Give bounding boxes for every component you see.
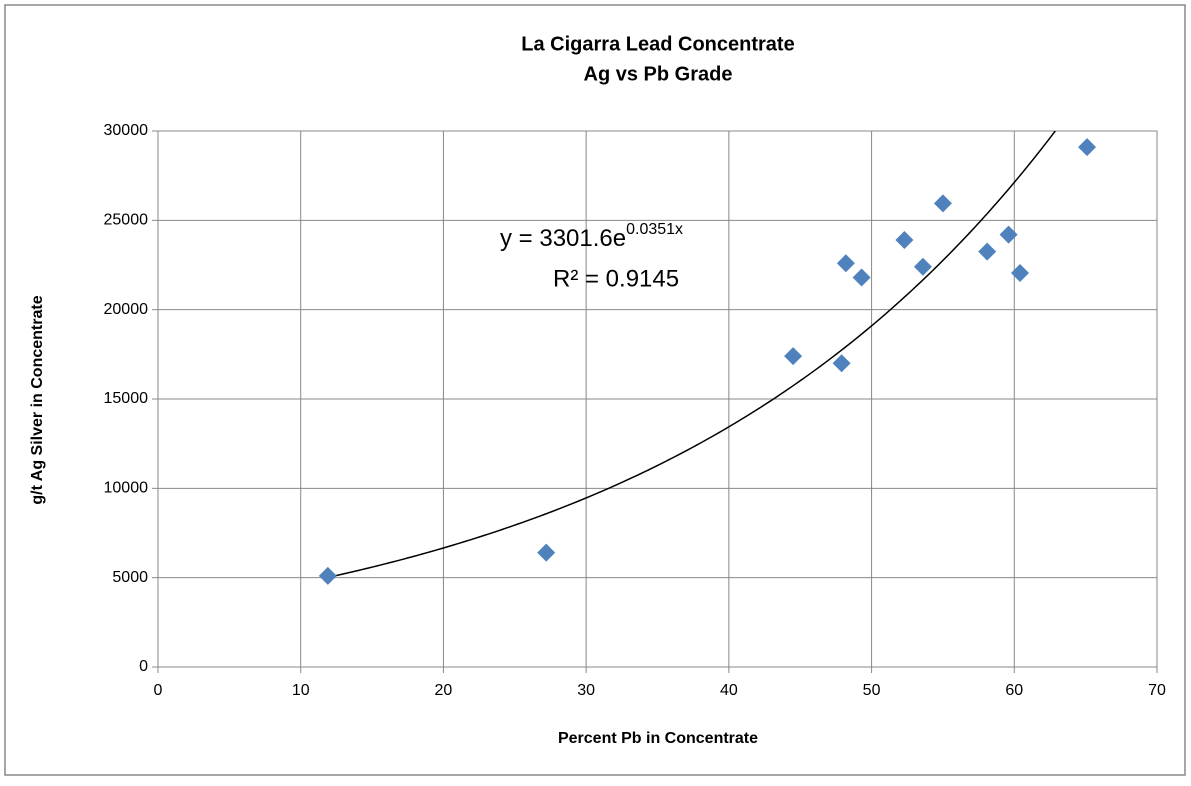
- x-tick-label: 30: [577, 682, 595, 699]
- data-point: [999, 225, 1018, 244]
- x-tick-label: 60: [1005, 682, 1023, 699]
- chart-title: La Cigarra Lead Concentrate: [521, 33, 794, 55]
- x-tick-label: 0: [154, 682, 163, 699]
- data-point: [1010, 264, 1029, 283]
- data-point: [933, 194, 952, 213]
- y-tick-label: 5000: [112, 569, 148, 586]
- data-point: [537, 543, 556, 562]
- data-point: [832, 354, 851, 373]
- trendline: [327, 131, 1057, 579]
- y-tick-label: 15000: [104, 390, 149, 407]
- x-tick-label: 10: [292, 682, 310, 699]
- x-tick-label: 40: [720, 682, 738, 699]
- x-tick-label: 20: [435, 682, 453, 699]
- r-squared: R² = 0.9145: [553, 265, 679, 292]
- y-tick-label: 30000: [104, 122, 149, 139]
- data-point: [913, 257, 932, 276]
- chart-border: [4, 4, 1186, 776]
- y-tick-label: 0: [139, 658, 148, 675]
- x-tick-label: 70: [1148, 682, 1166, 699]
- equation-exponent: 0.0351x: [626, 221, 683, 238]
- x-axis-label: Percent Pb in Concentrate: [558, 730, 758, 747]
- equation-base: y = 3301.6e: [500, 225, 626, 252]
- data-point: [978, 242, 997, 261]
- data-point: [852, 268, 871, 287]
- x-tick-label: 50: [863, 682, 881, 699]
- y-axis-label: g/t Ag Silver in Concentrate: [29, 295, 46, 504]
- y-tick-label: 20000: [104, 301, 149, 318]
- data-point: [895, 230, 914, 249]
- data-point: [318, 566, 337, 585]
- data-point: [1078, 138, 1097, 157]
- plot-area-border: [157, 130, 1158, 668]
- chart-subtitle: Ag vs Pb Grade: [584, 63, 733, 85]
- data-point: [836, 254, 855, 273]
- trendline-equation: y = 3301.6e0.0351x: [500, 221, 683, 252]
- data-point: [784, 347, 803, 366]
- y-tick-label: 25000: [104, 212, 149, 229]
- y-tick-label: 10000: [104, 480, 149, 497]
